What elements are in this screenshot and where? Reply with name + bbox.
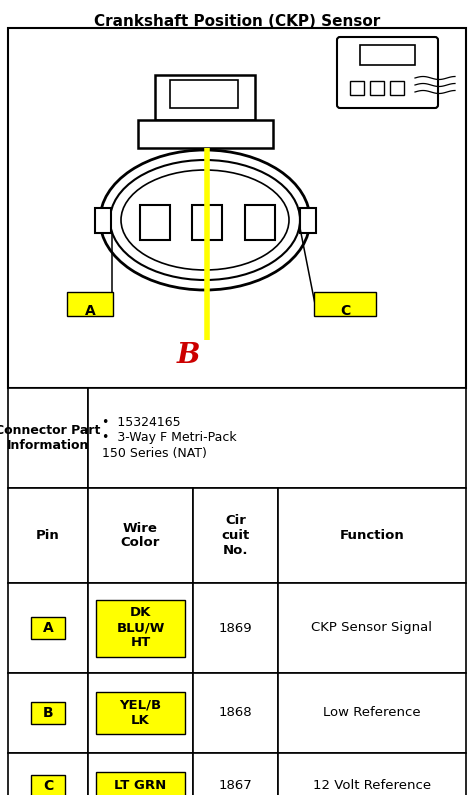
Bar bbox=[350, 81, 364, 95]
Bar bbox=[88, 583, 193, 673]
Bar bbox=[88, 388, 466, 488]
Bar bbox=[31, 702, 65, 724]
Bar bbox=[96, 599, 185, 657]
Ellipse shape bbox=[100, 150, 310, 290]
Bar bbox=[8, 753, 88, 795]
Text: 12 Volt Reference: 12 Volt Reference bbox=[313, 779, 431, 792]
Bar bbox=[370, 81, 384, 95]
Ellipse shape bbox=[121, 170, 289, 270]
Text: C: C bbox=[340, 304, 350, 318]
Bar bbox=[278, 583, 466, 673]
Ellipse shape bbox=[110, 160, 300, 280]
Text: 1867: 1867 bbox=[219, 779, 252, 792]
Bar bbox=[278, 753, 466, 795]
Text: 1868: 1868 bbox=[219, 707, 252, 719]
Text: B: B bbox=[43, 706, 53, 720]
Bar bbox=[31, 617, 65, 639]
Bar bbox=[96, 772, 185, 795]
Bar bbox=[155, 75, 255, 120]
Bar bbox=[8, 673, 88, 753]
Bar bbox=[278, 488, 466, 583]
Text: A: A bbox=[85, 304, 95, 318]
Bar bbox=[8, 28, 466, 388]
Bar bbox=[88, 673, 193, 753]
Bar bbox=[88, 488, 193, 583]
Text: DK
BLU/W
HT: DK BLU/W HT bbox=[116, 607, 164, 650]
Bar bbox=[95, 208, 111, 233]
Text: A: A bbox=[43, 621, 54, 635]
Text: Crankshaft Position (CKP) Sensor: Crankshaft Position (CKP) Sensor bbox=[94, 14, 380, 29]
Bar bbox=[390, 81, 404, 95]
Bar bbox=[138, 120, 273, 148]
FancyBboxPatch shape bbox=[67, 292, 113, 316]
Text: CKP Sensor Signal: CKP Sensor Signal bbox=[311, 622, 432, 634]
Bar bbox=[96, 692, 185, 734]
Bar bbox=[193, 673, 278, 753]
Bar bbox=[88, 753, 193, 795]
Text: •  15324165
•  3-Way F Metri-Pack
150 Series (NAT): • 15324165 • 3-Way F Metri-Pack 150 Seri… bbox=[102, 417, 237, 460]
Text: Pin: Pin bbox=[36, 529, 60, 542]
Bar bbox=[193, 753, 278, 795]
Bar bbox=[278, 673, 466, 753]
Text: 1869: 1869 bbox=[219, 622, 252, 634]
Bar bbox=[8, 583, 88, 673]
Bar bbox=[193, 488, 278, 583]
Bar bbox=[360, 45, 415, 65]
Bar bbox=[8, 488, 88, 583]
Text: Low Reference: Low Reference bbox=[323, 707, 421, 719]
Text: LT GRN: LT GRN bbox=[114, 779, 167, 792]
Text: Connector Part
Information: Connector Part Information bbox=[0, 424, 100, 452]
Text: YEL/B
LK: YEL/B LK bbox=[119, 699, 162, 727]
Bar bbox=[245, 205, 275, 240]
FancyBboxPatch shape bbox=[314, 292, 376, 316]
Text: B: B bbox=[176, 342, 200, 369]
Bar bbox=[193, 583, 278, 673]
Bar bbox=[192, 205, 222, 240]
Text: Function: Function bbox=[340, 529, 404, 542]
Text: Cir
cuit
No.: Cir cuit No. bbox=[221, 514, 250, 557]
Bar bbox=[8, 388, 88, 488]
Text: C: C bbox=[43, 778, 53, 793]
Bar bbox=[31, 774, 65, 795]
Text: Wire
Color: Wire Color bbox=[121, 522, 160, 549]
FancyBboxPatch shape bbox=[337, 37, 438, 108]
Bar bbox=[300, 208, 316, 233]
Bar bbox=[170, 80, 238, 108]
Bar bbox=[140, 205, 170, 240]
